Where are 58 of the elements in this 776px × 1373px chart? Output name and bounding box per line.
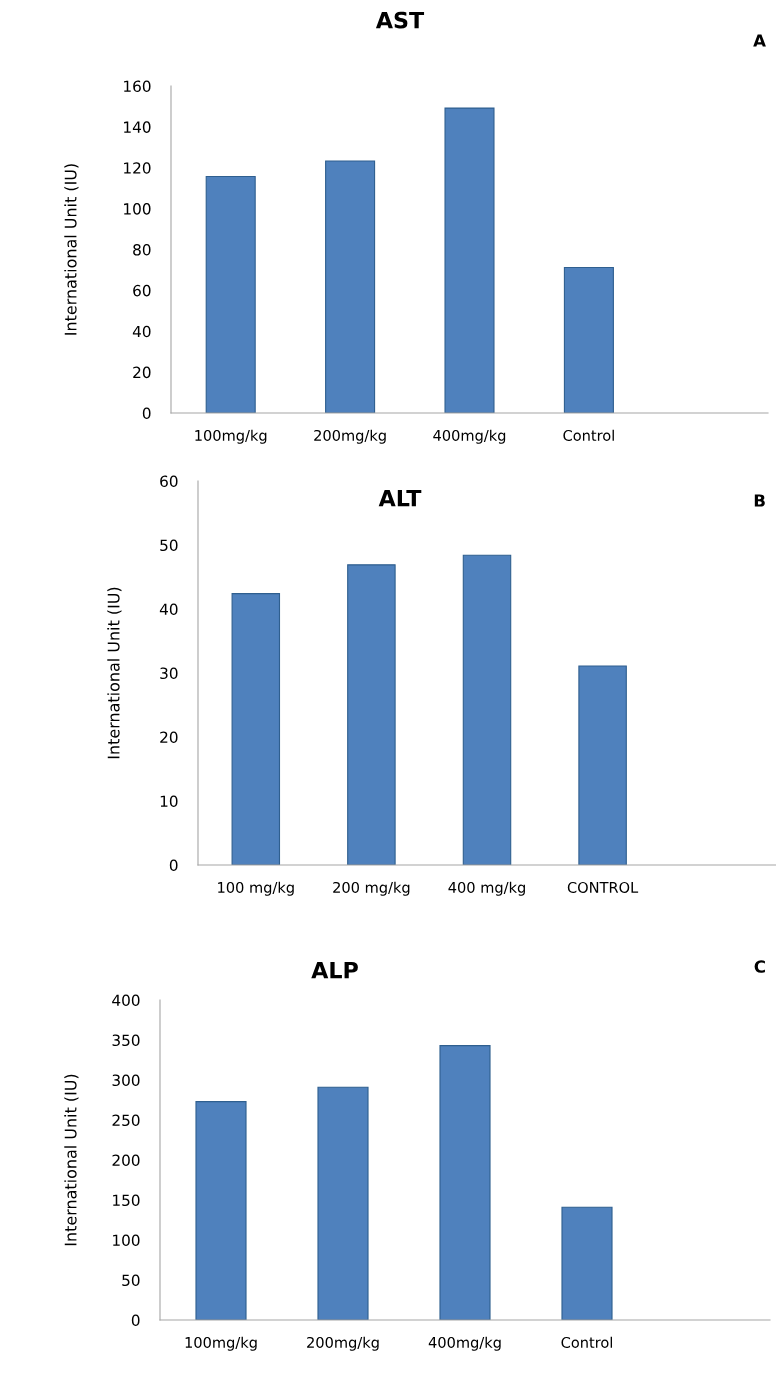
y-tick-label: 200 [112,1154,140,1167]
x-tick-label: 400mg/kg [428,1336,501,1351]
y-tick-label: 60 [160,475,178,488]
y-tick-label: 50 [160,539,178,552]
x-tick-label: 200mg/kg [307,1336,379,1351]
bar [439,1045,491,1320]
bar [347,564,396,865]
x-tick-label: 200mg/kg [314,429,386,444]
x-tick-label: 200 mg/kg [333,881,410,896]
y-tick-label: 150 [113,1194,140,1207]
y-tick-label: 50 [122,1274,140,1287]
y-tick-label: 10 [160,795,178,808]
bar [325,160,376,413]
y-tick-label: 100 [113,1234,140,1247]
x-tick-label: Control [563,429,614,441]
bar [561,1206,613,1320]
y-tick-label: 60 [133,284,151,297]
bar [462,554,512,865]
chart-title: ALT [378,489,422,507]
chart-title: AST [375,11,425,29]
x-tick-label: 100mg/kg [195,429,267,444]
y-axis-title: International Unit (IU) [107,587,122,759]
y-tick-label: 30 [160,667,178,680]
y-tick-label: 400 [112,994,140,1007]
y-tick-label: 250 [112,1114,140,1127]
y-tick-label: 120 [124,162,151,174]
x-tick-label: CONTROL [567,881,639,893]
y-tick-label: 20 [160,731,178,744]
bar [317,1086,369,1320]
bar [578,665,627,865]
y-axis-title: International Unit (IU) [64,1074,79,1246]
y-tick-label: 40 [132,325,151,338]
y-tick-label: 0 [169,859,178,872]
y-tick-label: 300 [112,1074,140,1087]
y-tick-label: 80 [133,243,151,256]
x-tick-label: 400mg/kg [433,429,506,444]
y-tick-label: 100 [124,203,151,215]
chart-title: ALP [311,961,358,979]
text: B [754,494,765,507]
y-tick-label: 40 [159,603,178,616]
y-tick-label: 0 [131,1314,140,1327]
bar [231,593,281,865]
bar [205,175,256,413]
y-tick-label: 160 [124,80,151,93]
text: A [753,34,766,47]
y-axis-title: International Unit (IU) [64,164,79,335]
text: C [754,960,765,973]
bar [444,107,495,413]
y-tick-label: 140 [124,121,151,133]
bar [563,266,614,413]
x-tick-label: Control [561,1336,612,1348]
bar [195,1101,247,1320]
x-tick-label: 400 mg/kg [448,881,525,896]
y-tick-label: 0 [142,407,151,420]
x-tick-label: 100mg/kg [185,1336,257,1351]
y-tick-label: 350 [112,1034,140,1047]
x-tick-label: 100 mg/kg [218,881,294,896]
y-tick-label: 20 [133,366,151,379]
